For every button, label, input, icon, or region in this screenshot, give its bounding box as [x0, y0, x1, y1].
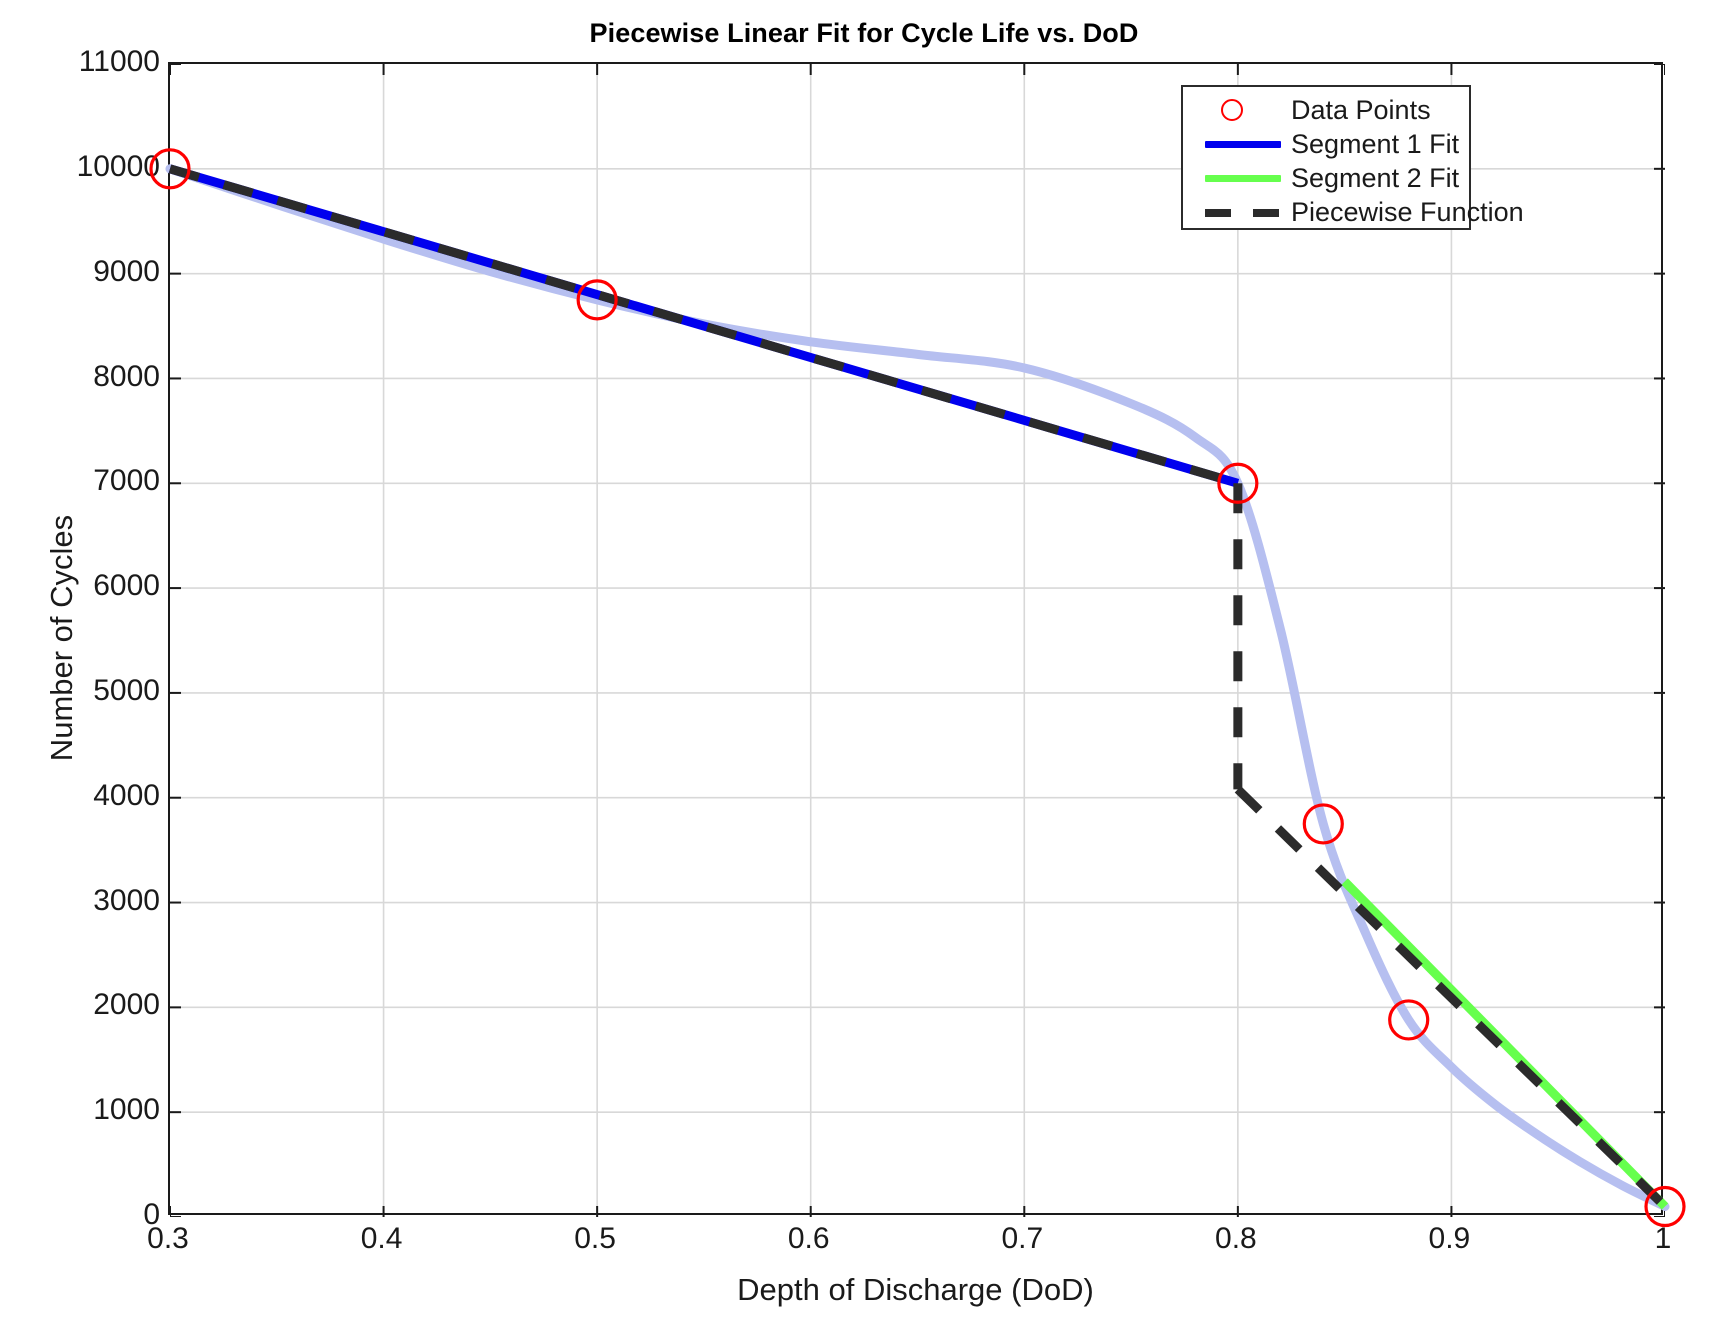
line-swatch-icon	[1205, 141, 1281, 148]
legend-swatch-segment-2-fit	[1183, 161, 1291, 195]
y-tick-label: 10000	[76, 149, 160, 183]
legend-swatch-segment-1-fit	[1183, 127, 1291, 161]
grid-lines	[170, 64, 1665, 1217]
chart-legend: Data Points Segment 1 Fit Segment 2 Fit …	[1181, 85, 1524, 230]
legend-label-piecewise-function: Piecewise Function	[1291, 197, 1524, 227]
x-tick-label: 0.4	[360, 1222, 403, 1255]
y-tick-label: 9000	[93, 254, 160, 288]
x-tick-label: 0.5	[574, 1222, 616, 1255]
legend-label-segment-1-fit: Segment 1 Fit	[1291, 129, 1460, 159]
y-tick-label: 0	[143, 1198, 160, 1231]
y-tick-label: 7000	[93, 464, 160, 498]
legend-label-data-points: Data Points	[1291, 95, 1431, 125]
circle-marker-icon	[1221, 99, 1243, 121]
x-axis-tick-labels: 0.3 0.4 0.5 0.6 0.7 0.8 0.9 1	[147, 1222, 1671, 1272]
y-tick-label: 2000	[93, 988, 160, 1022]
x-tick-label: 0.7	[1001, 1222, 1044, 1255]
x-tick-label: 0.6	[787, 1222, 830, 1255]
data-point	[576, 279, 618, 321]
y-tick-label: 8000	[93, 359, 160, 393]
dashed-line-swatch-icon	[1205, 209, 1281, 217]
data-point	[1302, 803, 1344, 845]
data-point	[1217, 462, 1259, 504]
x-tick-label: 0.3	[147, 1222, 189, 1255]
y-axis-tick-labels: 0 1000 2000 3000 4000 5000 6000 7000 8000 9000 100…	[28, 45, 160, 1231]
data-point	[1644, 1185, 1686, 1228]
x-tick-label: 0.8	[1215, 1222, 1257, 1255]
legend-item-segment-2-fit[interactable]: Segment 2 Fit	[1183, 161, 1469, 195]
y-tick-label: 11000	[78, 45, 160, 78]
y-tick-label: 6000	[93, 569, 160, 603]
x-tick-label: 1	[1654, 1222, 1672, 1255]
x-tick-label: 0.9	[1428, 1222, 1471, 1255]
x-axis-title: Depth of Discharge (DoD)	[737, 1272, 1094, 1307]
legend-label-segment-2-fit: Segment 2 Fit	[1291, 163, 1460, 193]
legend-swatch-data-points	[1183, 93, 1291, 127]
legend-swatch-piecewise-function	[1183, 195, 1291, 229]
line-swatch-icon	[1205, 175, 1281, 182]
legend-item-segment-1-fit[interactable]: Segment 1 Fit	[1183, 127, 1469, 161]
data-point	[1388, 999, 1430, 1041]
plot-area	[149, 62, 1686, 1228]
legend-item-data-points[interactable]: Data Points	[1183, 93, 1469, 127]
y-tick-label: 1000	[93, 1093, 160, 1127]
data-point	[149, 148, 191, 190]
data-layer	[149, 148, 1686, 1228]
y-tick-label: 4000	[93, 778, 160, 812]
legend-item-piecewise-function[interactable]: Piecewise Function	[1183, 195, 1524, 229]
y-tick-label: 3000	[93, 883, 160, 917]
chart-title: Piecewise Linear Fit for Cycle Life vs. …	[589, 18, 1139, 48]
y-tick-label: 5000	[93, 673, 160, 707]
